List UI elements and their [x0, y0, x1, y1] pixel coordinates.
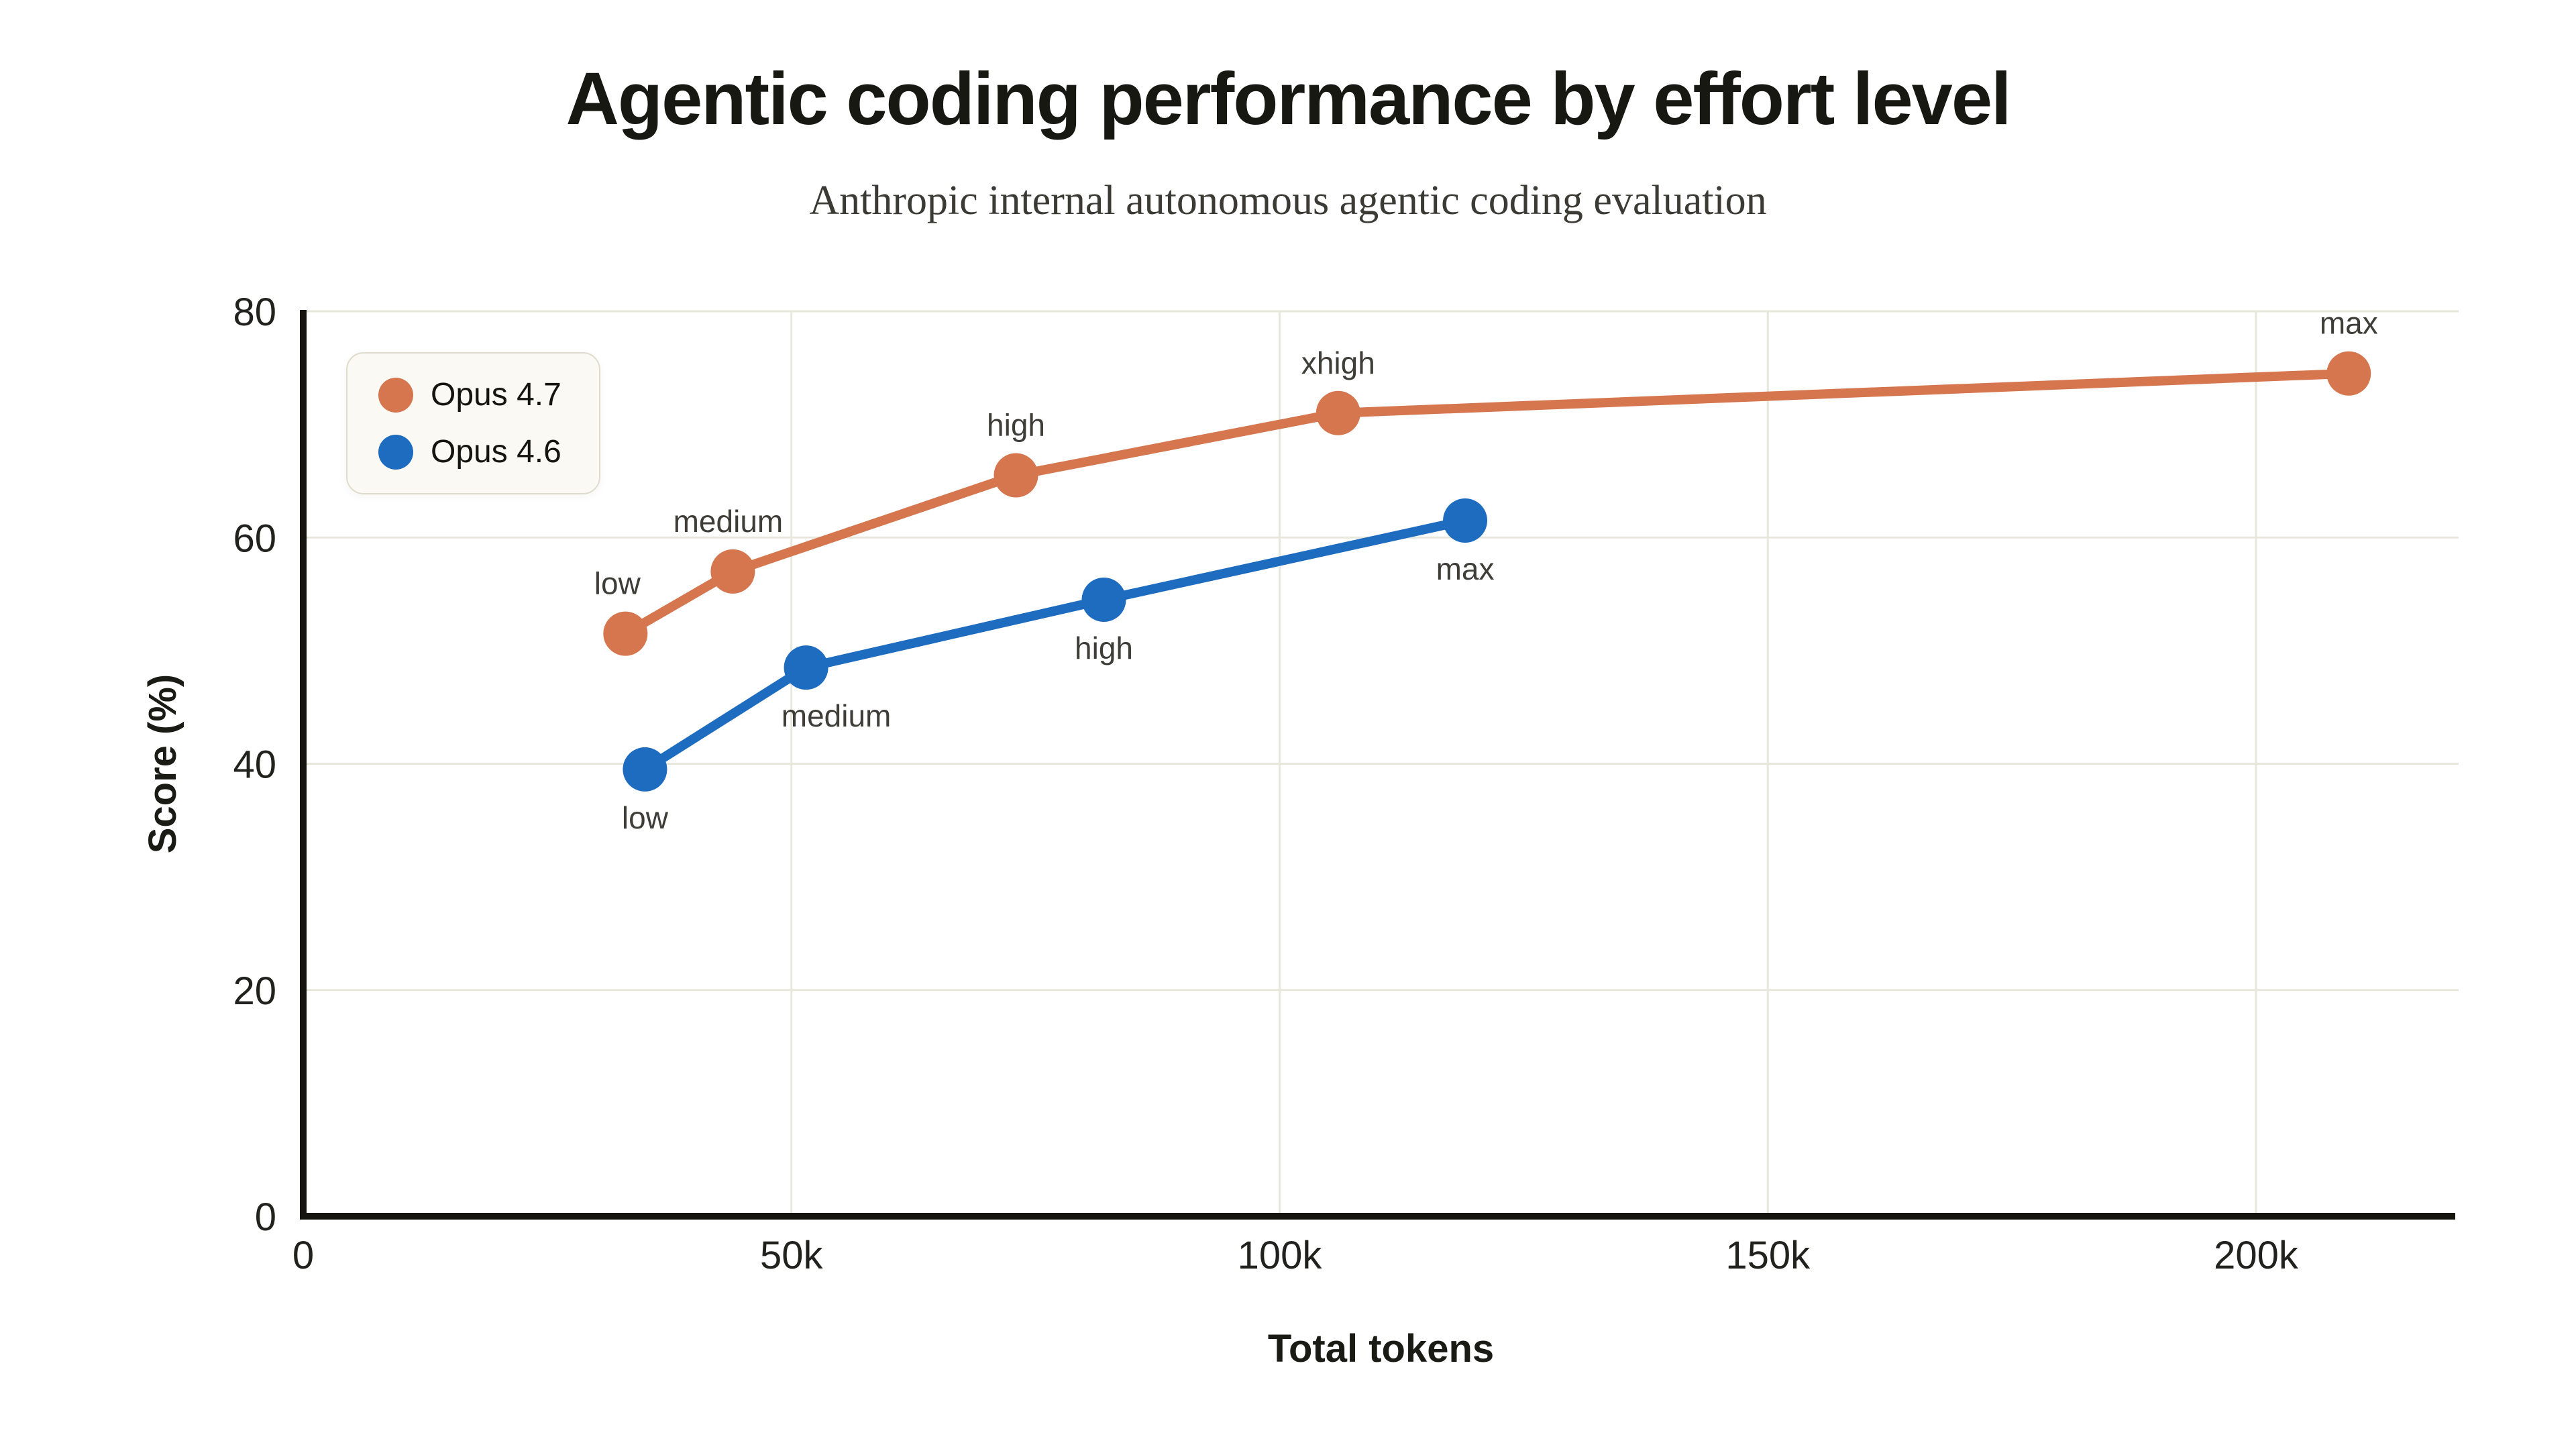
point-label-opus-4-7-low: low	[594, 566, 641, 601]
data-point-opus-4-6-high	[1081, 577, 1126, 622]
legend-item-opus-4-7: Opus 4.7	[378, 376, 561, 413]
y-tick-label-60: 60	[233, 517, 276, 560]
x-tick-label-0: 0	[292, 1234, 314, 1277]
data-point-opus-4-7-low	[603, 611, 648, 656]
point-label-opus-4-6-high: high	[1075, 631, 1133, 665]
data-point-opus-4-7-high	[994, 453, 1038, 498]
x-tick-label-150k: 150k	[1725, 1234, 1811, 1277]
point-label-opus-4-7-xhigh: xhigh	[1301, 345, 1375, 380]
data-point-opus-4-6-max	[1443, 498, 1488, 543]
series-line-opus-4-7	[621, 368, 2354, 639]
y-tick-label-80: 80	[233, 290, 276, 334]
series-line-opus-4-6	[640, 515, 1470, 774]
legend-swatch-icon	[378, 377, 413, 413]
data-point-opus-4-6-low	[623, 747, 667, 792]
legend-item-opus-4-6: Opus 4.6	[378, 433, 561, 470]
legend: Opus 4.7 Opus 4.6	[346, 352, 600, 494]
point-label-opus-4-6-low: low	[622, 800, 669, 835]
y-tick-label-20: 20	[233, 969, 276, 1013]
x-tick-label-50k: 50k	[760, 1234, 824, 1277]
point-label-opus-4-7-high: high	[987, 408, 1045, 443]
data-point-opus-4-6-medium	[784, 645, 828, 690]
point-label-opus-4-7-max: max	[2320, 306, 2378, 341]
data-point-opus-4-7-medium	[710, 549, 755, 594]
legend-label: Opus 4.6	[431, 434, 561, 470]
y-tick-label-0: 0	[255, 1195, 276, 1239]
data-point-opus-4-7-xhigh	[1316, 390, 1360, 435]
x-axis-title: Total tokens	[1268, 1327, 1494, 1371]
data-point-opus-4-7-max	[2326, 351, 2371, 396]
chart-subtitle: Anthropic internal autonomous agentic co…	[809, 178, 1767, 223]
point-label-opus-4-6-medium: medium	[782, 698, 892, 733]
x-tick-label-100k: 100k	[1238, 1234, 1323, 1277]
point-label-opus-4-6-max: max	[1436, 551, 1495, 586]
chart-title: Agentic coding performance by effort lev…	[566, 58, 2011, 140]
y-tick-label-40: 40	[233, 743, 276, 787]
legend-label: Opus 4.7	[431, 377, 561, 413]
legend-swatch-icon	[378, 434, 413, 470]
point-label-opus-4-7-medium: medium	[674, 504, 784, 539]
x-tick-label-200k: 200k	[2214, 1234, 2299, 1277]
y-axis-title: Score (%)	[141, 674, 184, 854]
